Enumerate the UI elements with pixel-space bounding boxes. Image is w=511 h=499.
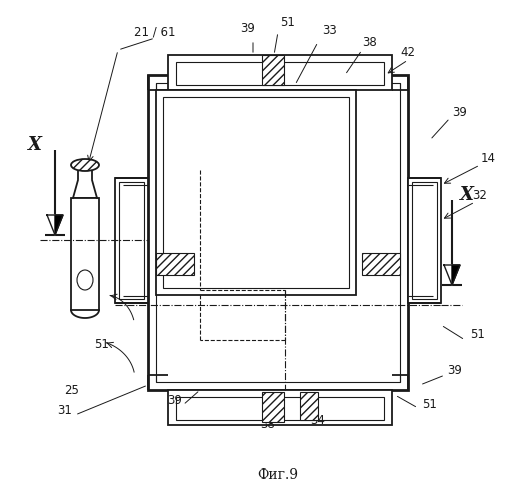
Text: 39: 39	[241, 21, 256, 34]
Text: Фиг.9: Фиг.9	[258, 468, 298, 482]
Bar	[156, 83, 400, 382]
Bar	[300, 392, 318, 420]
Bar	[163, 97, 349, 288]
Ellipse shape	[71, 159, 99, 171]
Bar	[168, 55, 392, 90]
Bar	[71, 198, 99, 310]
Bar	[262, 55, 284, 85]
Text: 51: 51	[423, 399, 437, 412]
Text: 14: 14	[480, 152, 496, 165]
Text: 39: 39	[168, 394, 182, 407]
Text: 39: 39	[453, 105, 468, 118]
Text: 51: 51	[281, 15, 295, 28]
Polygon shape	[47, 215, 63, 235]
Bar	[262, 392, 284, 422]
Text: X: X	[28, 136, 42, 154]
Bar	[119, 182, 144, 299]
Bar	[156, 253, 194, 275]
Polygon shape	[55, 215, 63, 235]
Bar	[412, 182, 437, 299]
Polygon shape	[73, 180, 97, 198]
Text: 51: 51	[471, 328, 485, 341]
Text: 25: 25	[64, 384, 79, 397]
Text: X: X	[460, 186, 474, 204]
Text: 32: 32	[473, 189, 487, 202]
Ellipse shape	[77, 270, 93, 290]
Text: 42: 42	[401, 45, 415, 58]
Text: 51: 51	[95, 338, 109, 351]
Bar	[156, 90, 356, 295]
Bar	[115, 178, 148, 303]
Bar	[148, 75, 408, 390]
Bar	[408, 178, 441, 303]
Bar	[176, 62, 384, 85]
Text: 38: 38	[363, 35, 378, 48]
Text: 21 / 61: 21 / 61	[134, 25, 176, 38]
Text: 33: 33	[322, 23, 337, 36]
Bar	[168, 390, 392, 425]
Polygon shape	[452, 265, 460, 285]
Text: 34: 34	[311, 414, 326, 427]
Polygon shape	[444, 265, 460, 285]
Bar	[362, 253, 400, 275]
Bar	[176, 397, 384, 420]
Text: 31: 31	[58, 404, 73, 417]
Text: 38: 38	[261, 419, 275, 432]
Text: 39: 39	[448, 363, 462, 377]
